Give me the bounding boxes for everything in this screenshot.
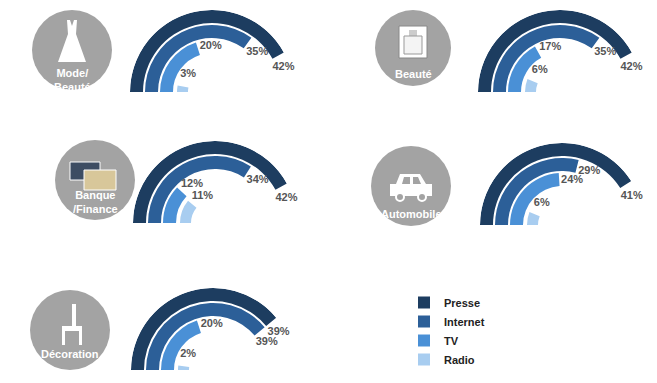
svg-text:39%: 39% [256, 335, 278, 347]
svg-text:35%: 35% [594, 45, 616, 57]
svg-text:29%: 29% [578, 164, 600, 176]
svg-text:Beauté: Beauté [395, 68, 432, 80]
svg-text:3%: 3% [180, 67, 196, 79]
svg-text:6%: 6% [532, 63, 548, 75]
svg-text:42%: 42% [275, 191, 297, 203]
svg-text:Presse: Presse [444, 297, 480, 309]
svg-text:17%: 17% [539, 40, 561, 52]
svg-text:20%: 20% [201, 317, 223, 329]
svg-text:TV: TV [444, 335, 459, 347]
svg-text:Décoration: Décoration [41, 348, 99, 360]
svg-text:11%: 11% [192, 189, 214, 201]
svg-text:24%: 24% [561, 173, 583, 185]
svg-text:Mode/Beauté: Mode/Beauté [54, 67, 91, 93]
svg-text:Automobile: Automobile [381, 208, 442, 220]
svg-text:42%: 42% [272, 60, 294, 72]
svg-text:42%: 42% [620, 60, 642, 72]
svg-text:Banque/Finance: Banque/Finance [73, 189, 118, 215]
svg-text:41%: 41% [621, 189, 643, 201]
svg-text:6%: 6% [534, 196, 550, 208]
svg-text:35%: 35% [246, 45, 268, 57]
svg-text:Internet: Internet [444, 316, 485, 328]
svg-text:34%: 34% [247, 173, 269, 185]
svg-text:20%: 20% [200, 39, 222, 51]
svg-text:2%: 2% [180, 347, 196, 359]
svg-text:12%: 12% [181, 177, 203, 189]
svg-text:Radio: Radio [444, 354, 475, 366]
svg-text:39%: 39% [268, 325, 290, 337]
